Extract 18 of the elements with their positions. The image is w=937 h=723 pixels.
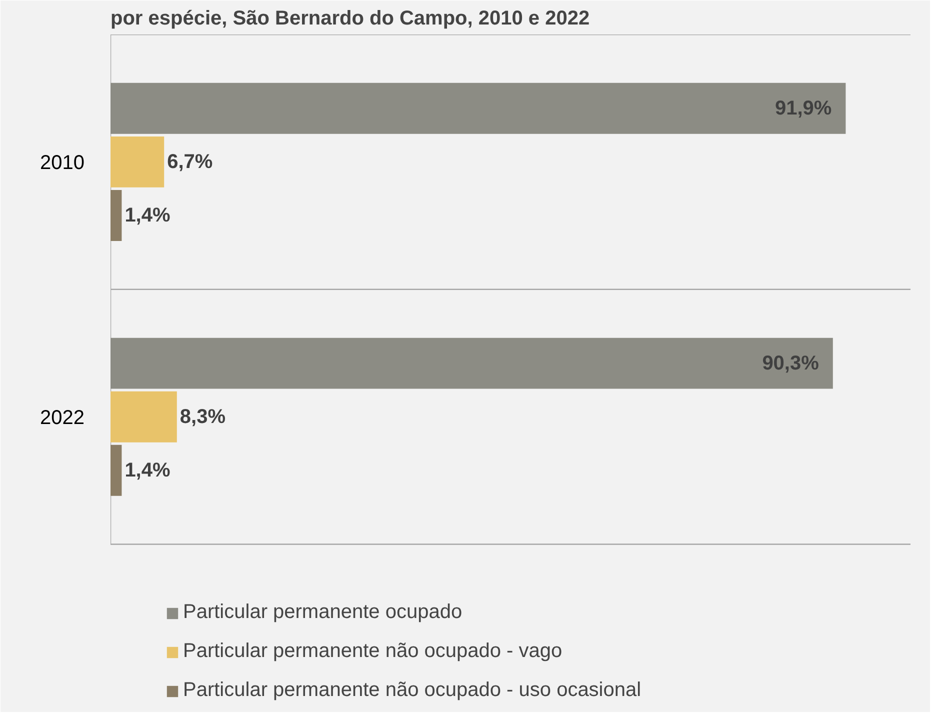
data-label: 8,3% <box>180 406 226 428</box>
bar <box>110 338 833 389</box>
data-label: 90,3% <box>762 352 820 374</box>
data-label: 1,4% <box>124 459 171 482</box>
legend-label: Particular permanente não ocupado - vago <box>183 640 562 663</box>
bar <box>110 190 122 241</box>
bar <box>110 444 122 496</box>
bar <box>110 391 177 442</box>
bar <box>110 82 846 134</box>
data-label: 6,7% <box>167 150 213 173</box>
data-label: 1,4% <box>124 204 171 226</box>
legend-label: Particular permanente ocupado <box>183 601 462 624</box>
y-tick-label: 2022 <box>40 406 85 429</box>
legend-label: Particular permanente não ocupado - uso ocasional <box>183 679 642 702</box>
y-tick-label: 2010 <box>40 152 85 174</box>
bar <box>110 136 164 188</box>
data-label: 91,9% <box>774 97 832 120</box>
chart-title: por espécie, São Bernardo do Campo, 2010 e 2022 <box>110 8 590 30</box>
